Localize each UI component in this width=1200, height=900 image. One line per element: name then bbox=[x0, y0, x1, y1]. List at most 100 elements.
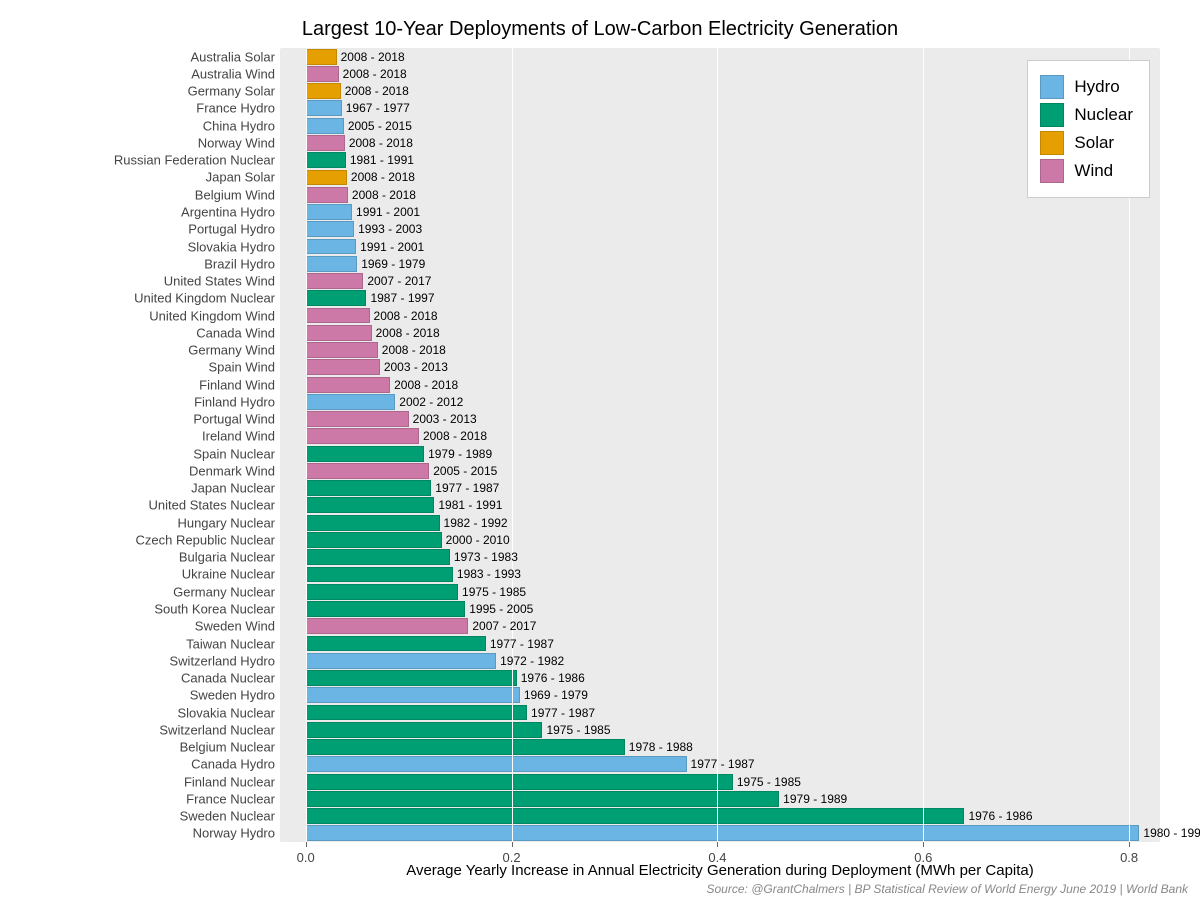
bar-period-label: 2008 - 2018 bbox=[343, 68, 407, 80]
bar-period-label: 2008 - 2018 bbox=[382, 344, 446, 356]
bar-period-label: 1991 - 2001 bbox=[360, 241, 424, 253]
y-axis-label: Switzerland Hydro bbox=[170, 654, 276, 667]
bar bbox=[306, 221, 354, 237]
bar-period-label: 1991 - 2001 bbox=[356, 206, 420, 218]
y-axis-label: Germany Solar bbox=[188, 85, 275, 98]
legend-item: Nuclear bbox=[1040, 103, 1133, 127]
y-axis-label: Sweden Wind bbox=[195, 620, 275, 633]
bar-period-label: 2007 - 2017 bbox=[472, 620, 536, 632]
bar-period-label: 1975 - 1985 bbox=[546, 724, 610, 736]
bar-period-label: 1969 - 1979 bbox=[524, 689, 588, 701]
y-axis-label: United States Nuclear bbox=[149, 499, 275, 512]
bar bbox=[306, 308, 370, 324]
bar bbox=[306, 670, 517, 686]
grid-line bbox=[717, 48, 718, 842]
y-axis-label: Canada Wind bbox=[196, 326, 275, 339]
y-axis-label: Norway Hydro bbox=[193, 827, 275, 840]
bar-period-label: 1982 - 1992 bbox=[444, 517, 508, 529]
bar bbox=[306, 705, 527, 721]
x-axis-title: Average Yearly Increase in Annual Electr… bbox=[280, 862, 1160, 879]
bar-period-label: 1978 - 1988 bbox=[629, 741, 693, 753]
bar-period-label: 1993 - 2003 bbox=[358, 223, 422, 235]
bar bbox=[306, 204, 352, 220]
bar bbox=[306, 239, 356, 255]
bar bbox=[306, 584, 458, 600]
bar bbox=[306, 256, 357, 272]
bar-period-label: 2003 - 2013 bbox=[413, 413, 477, 425]
bar bbox=[306, 290, 367, 306]
bar-period-label: 2005 - 2015 bbox=[348, 120, 412, 132]
legend-item: Solar bbox=[1040, 131, 1133, 155]
bar bbox=[306, 342, 378, 358]
y-axis-label: Bulgaria Nuclear bbox=[179, 551, 275, 564]
bar-period-label: 1977 - 1987 bbox=[490, 638, 554, 650]
y-axis-labels: Australia SolarAustralia WindGermany Sol… bbox=[0, 48, 275, 842]
y-axis-label: Japan Solar bbox=[206, 171, 275, 184]
y-axis-label: Belgium Wind bbox=[195, 188, 275, 201]
bar-period-label: 1981 - 1991 bbox=[438, 499, 502, 511]
y-axis-label: France Hydro bbox=[196, 102, 275, 115]
y-axis-label: Argentina Hydro bbox=[181, 205, 275, 218]
bar-period-label: 1995 - 2005 bbox=[469, 603, 533, 615]
y-axis-label: Portugal Hydro bbox=[188, 223, 275, 236]
bar bbox=[306, 480, 432, 496]
y-axis-label: Sweden Hydro bbox=[190, 689, 275, 702]
bar-period-label: 1979 - 1989 bbox=[783, 793, 847, 805]
bar-period-label: 2008 - 2018 bbox=[349, 137, 413, 149]
grid-line bbox=[512, 48, 513, 842]
y-axis-label: United States Wind bbox=[164, 275, 275, 288]
bar bbox=[306, 825, 1140, 841]
chart-container: Largest 10-Year Deployments of Low-Carbo… bbox=[0, 0, 1200, 900]
bar bbox=[306, 377, 390, 393]
bar-period-label: 2008 - 2018 bbox=[352, 189, 416, 201]
bar bbox=[306, 135, 345, 151]
bar bbox=[306, 325, 372, 341]
y-axis-label: Denmark Wind bbox=[189, 464, 275, 477]
bar-period-label: 1980 - 1990 bbox=[1143, 827, 1200, 839]
bar bbox=[306, 446, 424, 462]
bar-period-label: 2005 - 2015 bbox=[433, 465, 497, 477]
y-axis-label: Russian Federation Nuclear bbox=[114, 154, 275, 167]
bar bbox=[306, 49, 337, 65]
grid-line bbox=[306, 48, 307, 842]
legend: HydroNuclearSolarWind bbox=[1027, 60, 1150, 198]
bar bbox=[306, 463, 430, 479]
bar-period-label: 1976 - 1986 bbox=[968, 810, 1032, 822]
bar-period-label: 1977 - 1987 bbox=[531, 707, 595, 719]
bar-period-label: 1979 - 1989 bbox=[428, 448, 492, 460]
bar-period-label: 1977 - 1987 bbox=[691, 758, 755, 770]
bar-period-label: 1987 - 1997 bbox=[370, 292, 434, 304]
y-axis-label: Portugal Wind bbox=[193, 413, 275, 426]
y-axis-label: Finland Hydro bbox=[194, 395, 275, 408]
legend-swatch bbox=[1040, 159, 1064, 183]
y-axis-label: Switzerland Nuclear bbox=[159, 723, 275, 736]
y-axis-label: Taiwan Nuclear bbox=[186, 637, 275, 650]
y-axis-label: Australia Solar bbox=[190, 50, 275, 63]
x-tick bbox=[512, 842, 513, 847]
bar-period-label: 1977 - 1987 bbox=[435, 482, 499, 494]
legend-label: Solar bbox=[1074, 133, 1114, 153]
bar-period-label: 1981 - 1991 bbox=[350, 154, 414, 166]
bar bbox=[306, 774, 733, 790]
y-axis-label: Germany Wind bbox=[188, 344, 275, 357]
bar-period-label: 1969 - 1979 bbox=[361, 258, 425, 270]
y-axis-label: Finland Wind bbox=[199, 378, 275, 391]
bar-period-label: 1983 - 1993 bbox=[457, 568, 521, 580]
bar bbox=[306, 428, 419, 444]
bar-period-label: 2008 - 2018 bbox=[345, 85, 409, 97]
bar bbox=[306, 515, 440, 531]
bar bbox=[306, 756, 687, 772]
y-axis-label: United Kingdom Wind bbox=[149, 309, 275, 322]
bar bbox=[306, 601, 466, 617]
bar-period-label: 2000 - 2010 bbox=[446, 534, 510, 546]
legend-label: Wind bbox=[1074, 161, 1113, 181]
bar bbox=[306, 152, 346, 168]
y-axis-label: United Kingdom Nuclear bbox=[134, 292, 275, 305]
bar bbox=[306, 66, 339, 82]
legend-item: Wind bbox=[1040, 159, 1133, 183]
y-axis-label: Belgium Nuclear bbox=[180, 741, 275, 754]
bar bbox=[306, 273, 364, 289]
y-axis-label: France Nuclear bbox=[186, 792, 275, 805]
bar-period-label: 2008 - 2018 bbox=[374, 310, 438, 322]
y-axis-label: Hungary Nuclear bbox=[177, 516, 275, 529]
